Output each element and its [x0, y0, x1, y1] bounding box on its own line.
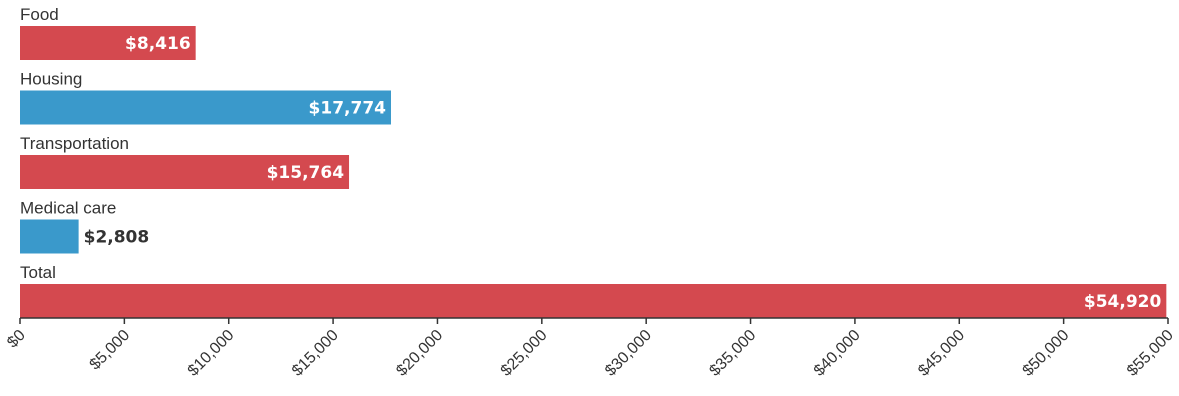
value-label-total: $54,920	[1084, 292, 1162, 312]
x-tick-label: $55,000	[1124, 327, 1177, 380]
bar-medical-care	[20, 219, 79, 254]
category-label-transportation: Transportation	[20, 134, 129, 153]
x-tick-label: $45,000	[915, 327, 968, 380]
value-label-food: $8,416	[125, 34, 191, 54]
x-tick-label: $10,000	[185, 327, 238, 380]
x-tick-label: $50,000	[1020, 327, 1073, 380]
bar-total	[20, 284, 1167, 318]
bar-housing	[20, 90, 391, 125]
x-tick-label: $0	[4, 327, 29, 352]
category-label-food: Food	[20, 5, 59, 24]
bar-transportation	[20, 155, 350, 189]
category-label-housing: Housing	[20, 70, 82, 89]
value-label-transportation: $15,764	[267, 163, 345, 183]
x-tick-label: $35,000	[706, 327, 759, 380]
x-tick-label: $25,000	[498, 327, 551, 380]
x-tick-label: $15,000	[289, 327, 342, 380]
category-label-medical-care: Medical care	[20, 199, 116, 218]
x-axis: $0 $5,000 $10,000 $15,000 $20,000 $25,000 $30,…	[4, 317, 1177, 380]
x-tick-label: $40,000	[811, 327, 864, 380]
value-label-housing: $17,774	[309, 99, 387, 119]
x-tick-label: $5,000	[87, 327, 134, 374]
category-label-total: Total	[20, 263, 56, 282]
value-label-medical-care: $2,808	[84, 228, 150, 248]
bar-food	[20, 26, 196, 60]
bars-layer: Food $8,416 Housing $17,774 Transportation $1…	[20, 5, 1167, 318]
x-tick-label: $30,000	[602, 327, 655, 380]
x-tick-label: $20,000	[393, 327, 446, 380]
